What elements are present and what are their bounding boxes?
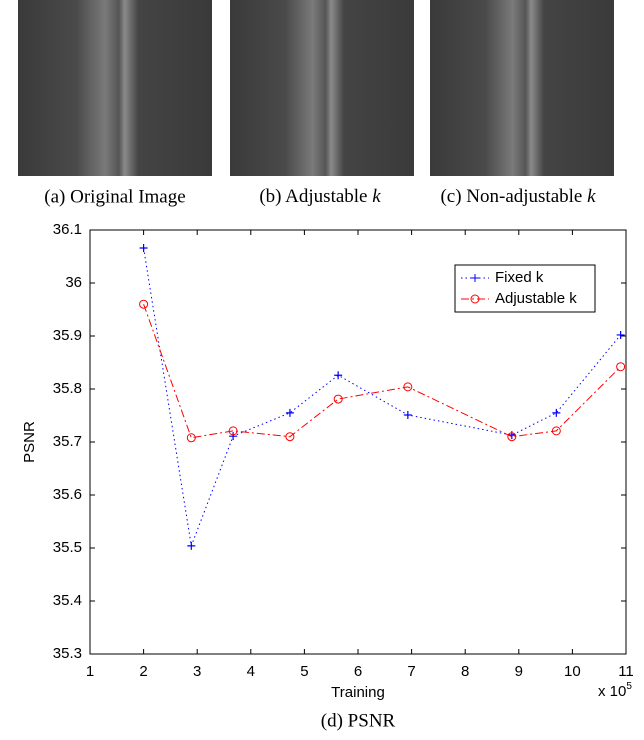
marker [616,330,625,339]
caption-variable: k [587,186,596,207]
marker [552,408,561,417]
marker [333,394,343,404]
caption: (a) Original Image [44,186,185,207]
series-line [143,247,622,548]
marker [187,541,196,550]
x-tick-label: 5 [300,663,308,680]
caption: (b) Adjustable k [259,186,381,207]
legend-label: Fixed k [495,269,544,286]
x-multiplier-exponent: 5 [626,681,632,692]
y-tick-label: 35.7 [53,433,82,450]
series-line [143,304,621,439]
x-tick-label: 6 [354,663,362,680]
marker [403,410,412,419]
x-multiplier: x 105 [598,681,632,700]
marker [139,299,149,309]
caption: (c) Non-adjustable k [440,186,596,207]
x-tick-label: 1 [86,663,94,680]
y-tick-label: 35.6 [53,486,82,503]
image-non-adjustable [430,0,614,176]
marker [551,426,561,436]
marker [139,244,148,253]
image-original [18,0,212,176]
marker [403,382,413,392]
y-axis-label: PSNR [21,421,38,463]
x-tick-label: 9 [515,663,523,680]
legend-label: Adjustable k [495,290,577,307]
x-tick-label: 3 [193,663,201,680]
caption-text: (c) Non-adjustable [440,186,582,207]
marker [616,362,626,372]
y-tick-label: 35.9 [53,327,82,344]
marker [507,432,517,442]
x-tick-label: 2 [139,663,147,680]
x-multiplier-base: x 10 [598,683,626,700]
x-axis-label: Training [331,684,385,701]
y-tick-label: 36 [65,274,82,291]
chart-caption: (d) PSNR [321,710,396,731]
y-tick-label: 35.8 [53,380,82,397]
y-tick-label: 36.1 [53,221,82,238]
x-tick-label: 8 [461,663,469,680]
marker [229,432,238,441]
x-tick-label: 10 [564,663,581,680]
marker [186,433,196,443]
legend-box [454,264,596,313]
x-tick-label: 7 [407,663,415,680]
legend-marker [470,294,480,304]
marker [228,426,238,436]
y-tick-label: 35.4 [53,592,82,609]
marker [334,371,343,380]
x-tick-label: 11 [618,663,634,680]
marker [285,432,295,442]
caption-variable: k [372,186,381,207]
marker [285,408,294,417]
image-adjustable [230,0,414,176]
x-tick-label: 4 [247,663,255,680]
caption-text: (b) Adjustable [259,186,367,207]
y-tick-label: 35.5 [53,539,82,556]
legend-marker [471,274,479,282]
y-tick-label: 35.3 [53,645,82,662]
